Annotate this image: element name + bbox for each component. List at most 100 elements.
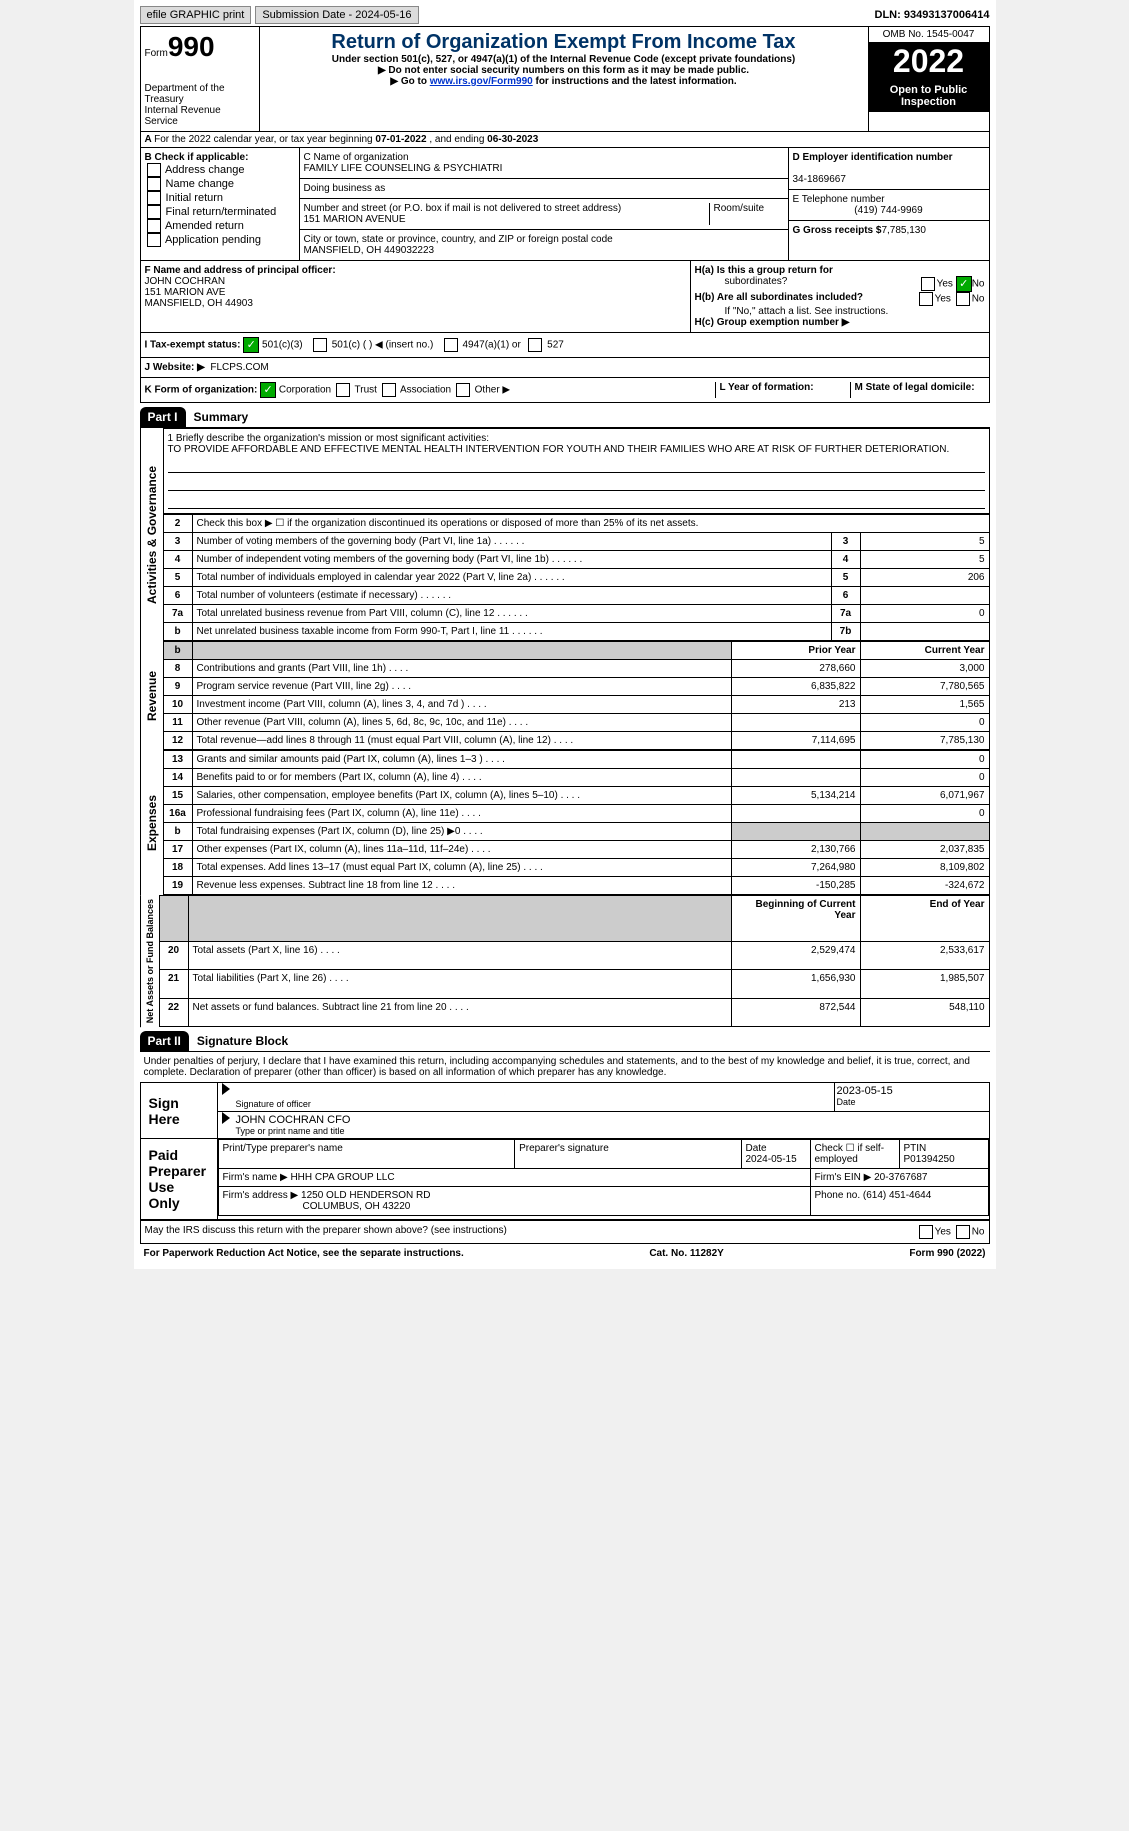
prep-selfemp: Check ☐ if self-employed [810,1140,899,1169]
tax-begin: 07-01-2022 [375,134,426,145]
ha-no[interactable]: ✓ [956,276,972,292]
net-tab: Net Assets or Fund Balances [140,895,159,1027]
gov-tab: Activities & Governance [140,428,163,641]
i-501c3[interactable]: ✓ [243,337,259,353]
footer-r: Form 990 (2022) [909,1248,985,1259]
checkbox-initial-return[interactable]: Initial return [145,191,295,205]
header-right: OMB No. 1545-0047 2022 Open to Public In… [869,27,989,131]
efile-btn[interactable]: efile GRAPHIC print [140,6,252,24]
hb-lbl: H(b) Are all subordinates included? [695,292,864,306]
room-lbl: Room/suite [709,203,784,225]
gross-lbl: G Gross receipts $ [793,225,882,236]
inspection: Open to Public Inspection [869,80,989,112]
rev-tab: Revenue [140,641,163,750]
k-trust[interactable] [336,383,350,397]
subtitle-1: Under section 501(c), 527, or 4947(a)(1)… [264,54,864,65]
table-row: 13Grants and similar amounts paid (Part … [163,751,989,769]
section-b: B Check if applicable: Address change Na… [140,148,990,261]
firm-ein: 20-3767687 [874,1172,927,1183]
arrow-icon [222,1083,230,1095]
footer-l: For Paperwork Reduction Act Notice, see … [144,1248,464,1259]
row-a: A For the 2022 calendar year, or tax yea… [140,132,990,148]
sig-name: JOHN COCHRAN CFO [236,1114,987,1126]
end-hdr: End of Year [860,896,989,942]
k-other[interactable] [456,383,470,397]
section-f: F Name and address of principal officer:… [140,261,990,333]
ha-yes[interactable] [921,277,935,291]
checkbox-final-return-terminated[interactable]: Final return/terminated [145,205,295,219]
table-row: 15Salaries, other compensation, employee… [163,787,989,805]
k-assoc[interactable] [382,383,396,397]
form-num: 990 [168,31,215,62]
city: MANSFIELD, OH 449032223 [304,245,435,256]
mission-box: 1 Briefly describe the organization's mi… [163,428,990,514]
checkbox-application-pending[interactable]: Application pending [145,233,295,247]
irs-lbl: Internal Revenue Service [145,105,255,127]
table-row: 11Other revenue (Part VIII, column (A), … [163,714,989,732]
sign-block: Sign Here Signature of officer 2023-05-1… [140,1082,990,1221]
sign-here: Sign Here [141,1083,218,1138]
form-title: Return of Organization Exempt From Incom… [264,31,864,54]
ein-lbl: D Employer identification number [793,152,953,163]
table-row: 12Total revenue—add lines 8 through 11 (… [163,732,989,750]
mission-text: TO PROVIDE AFFORDABLE AND EFFECTIVE MENT… [168,444,985,455]
hb-yes[interactable] [919,292,933,306]
arrow-icon [222,1112,230,1124]
table-row: 22Net assets or fund balances. Subtract … [159,998,989,1026]
table-row: 5Total number of individuals employed in… [163,569,989,587]
org-name: FAMILY LIFE COUNSELING & PSYCHIATRI [304,163,503,174]
checkbox-name-change[interactable]: Name change [145,177,295,191]
table-row: 9Program service revenue (Part VIII, lin… [163,678,989,696]
ptin: P01394250 [904,1154,955,1165]
table-row: 10Investment income (Part VIII, column (… [163,696,989,714]
table-row: 16aProfessional fundraising fees (Part I… [163,805,989,823]
prep-date: 2024-05-15 [746,1154,797,1165]
exp-tab: Expenses [140,750,163,895]
box-d: D Employer identification number 34-18696… [788,148,989,260]
officer-name: JOHN COCHRAN [145,276,226,287]
footer: For Paperwork Reduction Act Notice, see … [140,1244,990,1263]
state-domicile: M State of legal domicile: [855,382,975,393]
box-h: H(a) Is this a group return for subordin… [691,261,989,332]
part1-num: Part I [140,407,186,427]
addr: 151 MARION AVENUE [304,214,406,225]
city-lbl: City or town, state or province, country… [304,234,613,245]
box-f: F Name and address of principal officer:… [141,261,691,332]
mission-lbl: 1 Briefly describe the organization's mi… [168,433,985,444]
i-501c[interactable] [313,338,327,352]
ha-lbl: H(a) Is this a group return for [695,265,833,276]
may-yes[interactable] [919,1225,933,1239]
submission-btn[interactable]: Submission Date - 2024-05-16 [255,6,418,24]
ein: 34-1869667 [793,174,846,185]
revenue-section: Revenue bPrior YearCurrent Year 8Contrib… [140,641,990,750]
header-left: Form990 Department of the Treasury Inter… [141,27,260,131]
row-j: J Website: ▶ FLCPS.COM [140,358,990,378]
irs-link[interactable]: www.irs.gov/Form990 [430,76,533,87]
sig-date: 2023-05-15 [837,1085,987,1097]
curr-hdr: Current Year [860,642,989,660]
expenses-section: Expenses 13Grants and similar amounts pa… [140,750,990,895]
may-discuss: May the IRS discuss this return with the… [140,1221,990,1244]
i-527[interactable] [528,338,542,352]
part2-num: Part II [140,1031,189,1051]
header: Form990 Department of the Treasury Inter… [140,26,990,132]
sig-type-lbl: Type or print name and title [236,1126,987,1136]
i-4947[interactable] [444,338,458,352]
checkbox-address-change[interactable]: Address change [145,163,295,177]
firm-phone: (614) 451-4644 [863,1190,931,1201]
part2-bar: Part II Signature Block [140,1031,990,1052]
firm-addr: 1250 OLD HENDERSON RD [301,1190,430,1201]
may-no[interactable] [956,1225,970,1239]
table-row: 18Total expenses. Add lines 13–17 (must … [163,859,989,877]
addr-lbl: Number and street (or P.O. box if mail i… [304,203,622,214]
k-corp[interactable]: ✓ [260,382,276,398]
hb-no[interactable] [956,292,970,306]
sig-date-lbl: Date [837,1097,987,1107]
gross: 7,785,130 [881,225,926,236]
tel: (419) 744-9969 [793,205,985,216]
org-name-lbl: C Name of organization [304,152,409,163]
table-row: 7aTotal unrelated business revenue from … [163,605,989,623]
checkbox-amended-return[interactable]: Amended return [145,219,295,233]
officer-addr: 151 MARION AVE [145,287,226,298]
header-center: Return of Organization Exempt From Incom… [260,27,869,131]
